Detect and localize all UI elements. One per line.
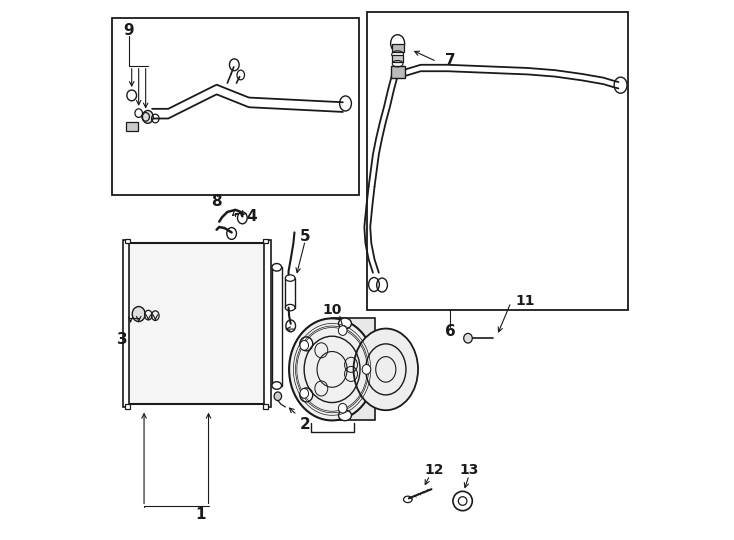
Ellipse shape	[300, 388, 313, 402]
Text: 2: 2	[300, 417, 310, 431]
Bar	[126, 239, 129, 243]
Text: 12: 12	[424, 463, 444, 477]
Ellipse shape	[286, 275, 295, 281]
Bar	[123, 240, 129, 407]
Ellipse shape	[142, 111, 153, 123]
Text: 5: 5	[300, 228, 310, 244]
Ellipse shape	[354, 328, 418, 410]
Text: 8: 8	[211, 194, 222, 209]
Bar	[128, 243, 265, 404]
Text: 7: 7	[445, 53, 456, 68]
Bar	[391, 66, 404, 78]
Ellipse shape	[274, 392, 282, 401]
Ellipse shape	[286, 305, 295, 311]
Ellipse shape	[338, 318, 352, 329]
Bar	[126, 122, 138, 131]
Ellipse shape	[464, 333, 472, 343]
Ellipse shape	[338, 326, 347, 335]
Bar	[128, 243, 265, 404]
Bar	[264, 239, 268, 243]
Bar	[264, 404, 268, 409]
Bar	[272, 267, 282, 386]
Bar	[112, 17, 359, 195]
Bar	[128, 243, 265, 404]
Ellipse shape	[338, 410, 352, 421]
Ellipse shape	[272, 264, 282, 271]
Bar	[126, 404, 129, 409]
Text: 6: 6	[445, 325, 456, 339]
Ellipse shape	[289, 319, 375, 421]
Ellipse shape	[132, 307, 145, 322]
Ellipse shape	[362, 364, 371, 374]
Bar	[264, 240, 272, 407]
Bar	[392, 55, 403, 62]
Bar	[392, 44, 404, 52]
Ellipse shape	[300, 389, 308, 398]
Text: 10: 10	[322, 303, 342, 318]
Bar	[367, 12, 628, 310]
Bar	[286, 278, 295, 308]
Text: 9: 9	[124, 23, 134, 38]
Ellipse shape	[300, 341, 308, 350]
Text: 4: 4	[246, 209, 257, 224]
Text: 1: 1	[195, 507, 206, 522]
Ellipse shape	[338, 403, 347, 413]
Text: 3: 3	[117, 332, 128, 347]
Text: 13: 13	[459, 463, 479, 477]
Ellipse shape	[272, 382, 282, 389]
Bar	[332, 319, 375, 421]
Ellipse shape	[300, 337, 313, 351]
Text: 11: 11	[516, 294, 535, 308]
